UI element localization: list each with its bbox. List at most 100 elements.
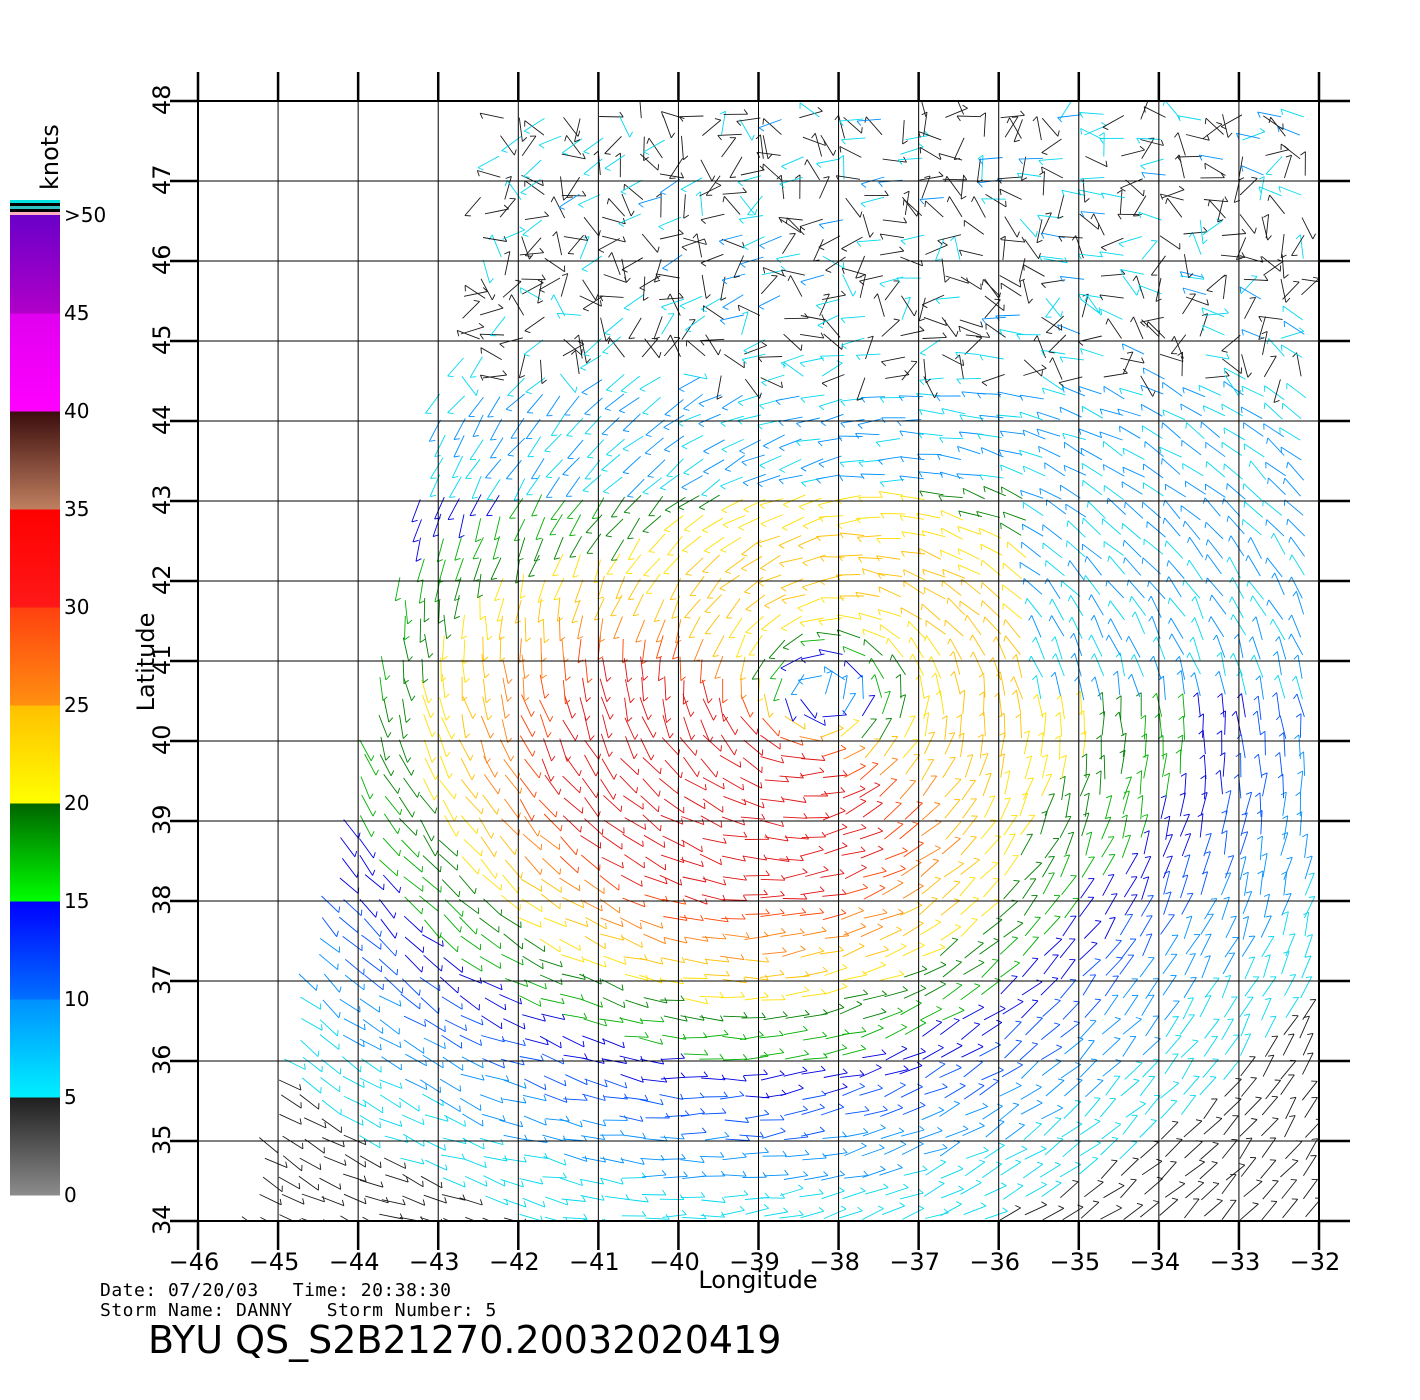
wind-vector-barb: [1021, 236, 1026, 243]
wind-vector-barb: [1064, 815, 1071, 818]
wind-vector: [460, 815, 478, 834]
wind-vector-barb: [595, 294, 599, 301]
wind-vector-barb: [454, 598, 461, 601]
wind-vector: [304, 1117, 327, 1129]
wind-vector-barb: [971, 196, 975, 202]
wind-vector: [403, 677, 412, 701]
wind-vector-barb: [1217, 219, 1224, 223]
wind-vector-barb: [1242, 915, 1249, 920]
wind-vector: [1284, 974, 1297, 997]
wind-vector-barb: [504, 1155, 508, 1162]
wind-vector-barb: [1202, 325, 1205, 332]
wind-vector: [459, 1097, 482, 1111]
wind-vector: [880, 624, 900, 640]
wind-vector-barb: [454, 557, 461, 561]
wind-vector: [302, 1056, 323, 1073]
wind-vector-barb: [577, 636, 584, 640]
wind-vector-barb: [445, 1164, 448, 1171]
wind-vector-barb: [957, 564, 961, 571]
wind-vector: [559, 373, 576, 393]
wind-vector-barb: [505, 408, 513, 412]
wind-vector: [1164, 934, 1179, 956]
wind-vector: [539, 674, 546, 699]
wind-vector: [463, 291, 488, 297]
wind-vector: [861, 675, 864, 700]
wind-vector: [442, 799, 455, 822]
wind-vector-barb: [527, 412, 534, 414]
wind-vector: [1083, 710, 1086, 735]
wind-vector: [1005, 1124, 1025, 1140]
wind-vector: [1203, 1118, 1223, 1135]
wind-vector: [861, 396, 886, 399]
wind-vector: [539, 938, 561, 953]
wind-vector: [569, 514, 582, 537]
wind-vector-barb: [1281, 871, 1288, 875]
wind-vector: [880, 912, 904, 921]
wind-vector: [822, 810, 846, 821]
wind-vector: [859, 763, 879, 781]
wind-vector: [1000, 797, 1011, 821]
colorbar-cap-stripe: [10, 200, 60, 203]
wind-vector-barb: [1045, 773, 1052, 776]
wind-vector-barb: [900, 1141, 907, 1145]
wind-vector: [561, 638, 565, 663]
wind-vector: [761, 932, 786, 938]
wind-vector: [1256, 710, 1261, 735]
wind-vector: [737, 414, 762, 421]
wind-vector-barb: [395, 597, 401, 602]
wind-vector: [423, 739, 433, 763]
wind-vector: [565, 476, 581, 497]
wind-vector: [1258, 186, 1282, 197]
wind-vector-barb: [1097, 692, 1103, 697]
wind-vector-barb: [1251, 616, 1257, 622]
wind-vector-barb: [840, 744, 847, 750]
wind-vector-barb: [1225, 371, 1230, 377]
wind-vector-barb: [1245, 890, 1252, 894]
wind-vector-barb: [1080, 211, 1085, 218]
wind-vector-barb: [666, 475, 673, 478]
wind-vector: [1200, 1143, 1219, 1160]
wind-vector: [821, 1190, 845, 1200]
wind-vector-barb: [940, 981, 946, 985]
wind-vector: [559, 1177, 583, 1186]
wind-vector-barb: [1252, 1202, 1259, 1205]
wind-vector: [1107, 318, 1122, 339]
wind-vector: [565, 918, 589, 928]
wind-vector: [572, 554, 581, 578]
wind-vector: [703, 439, 725, 452]
wind-vector-barb: [1035, 230, 1038, 237]
wind-vector: [798, 675, 822, 681]
wind-vector-barb: [1237, 693, 1242, 699]
wind-vector: [1201, 421, 1220, 438]
wind-vector: [404, 896, 423, 915]
wind-vector-barb: [942, 241, 948, 246]
wind-vector-barb: [707, 698, 713, 704]
wind-vector-barb: [448, 518, 455, 521]
wind-vector-barb: [1241, 329, 1244, 336]
wind-vector: [1142, 1038, 1161, 1056]
wind-vector: [556, 231, 563, 256]
wind-vector: [539, 699, 551, 722]
wind-vector: [862, 802, 883, 818]
wind-vector-barb: [481, 1120, 484, 1127]
wind-vector: [460, 758, 473, 781]
wind-vector: [1221, 1174, 1237, 1195]
wind-vector-barb: [940, 510, 943, 517]
wind-vector: [1203, 1098, 1218, 1119]
wind-vector-barb: [640, 880, 643, 887]
wind-vector-barb: [1017, 1183, 1024, 1187]
wind-vector-barb: [487, 416, 494, 418]
wind-vector: [960, 985, 981, 1001]
wind-vector-barb: [370, 755, 375, 762]
wind-vector: [945, 1128, 969, 1138]
wind-vector: [773, 678, 783, 702]
wind-vector: [655, 635, 664, 659]
wind-vector: [378, 958, 398, 976]
wind-vector-barb: [999, 430, 1004, 437]
wind-vector: [471, 476, 482, 499]
wind-vector: [1166, 540, 1184, 559]
wind-vector: [579, 998, 603, 1008]
wind-vector: [419, 895, 439, 912]
wind-vector: [599, 1177, 624, 1185]
wind-vector: [776, 253, 800, 260]
